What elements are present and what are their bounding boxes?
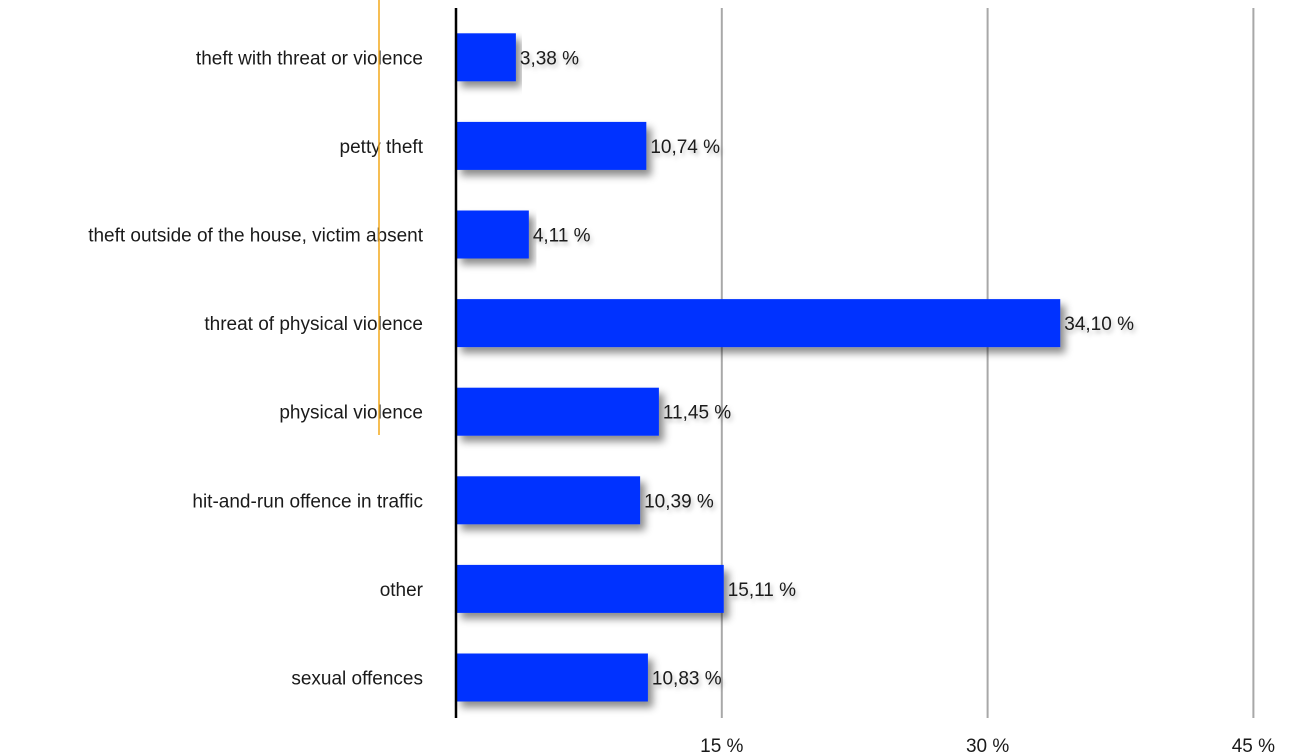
value-label: 34,10 % bbox=[1064, 314, 1134, 335]
value-label: 4,11 % bbox=[533, 226, 591, 247]
category-label: theft outside of the house, victim absen… bbox=[88, 226, 424, 247]
bar bbox=[456, 564, 724, 613]
x-tick-label: 15 % bbox=[700, 736, 743, 756]
category-label: other bbox=[380, 580, 424, 601]
category-label: threat of physical violence bbox=[204, 314, 423, 335]
bar bbox=[456, 210, 529, 259]
value-label: 15,11 % bbox=[728, 580, 796, 601]
bar bbox=[456, 121, 647, 170]
bar bbox=[456, 387, 659, 436]
x-tick-label: 45 % bbox=[1232, 736, 1275, 756]
bar bbox=[456, 33, 516, 82]
bar bbox=[456, 476, 641, 525]
category-label: theft with threat or violence bbox=[196, 48, 423, 69]
gridlines bbox=[720, 8, 1255, 718]
labels: 15 % 30 % 45 % theft with threat or violenc… bbox=[88, 0, 1275, 756]
bars bbox=[456, 33, 1061, 702]
bar bbox=[456, 653, 648, 702]
bar bbox=[456, 299, 1061, 348]
value-label: 3,38 % bbox=[520, 48, 579, 69]
category-label: petty theft bbox=[340, 137, 424, 158]
x-tick-label: 30 % bbox=[966, 736, 1009, 756]
category-label: hit-and-run offence in traffic bbox=[192, 491, 423, 512]
value-label: 10,74 % bbox=[650, 137, 720, 158]
value-label: 10,83 % bbox=[652, 669, 722, 690]
category-label: physical violence bbox=[279, 403, 423, 424]
category-label: sexual offences bbox=[291, 669, 423, 690]
value-label: 11,45 % bbox=[663, 403, 731, 424]
value-label: 10,39 % bbox=[644, 491, 714, 512]
